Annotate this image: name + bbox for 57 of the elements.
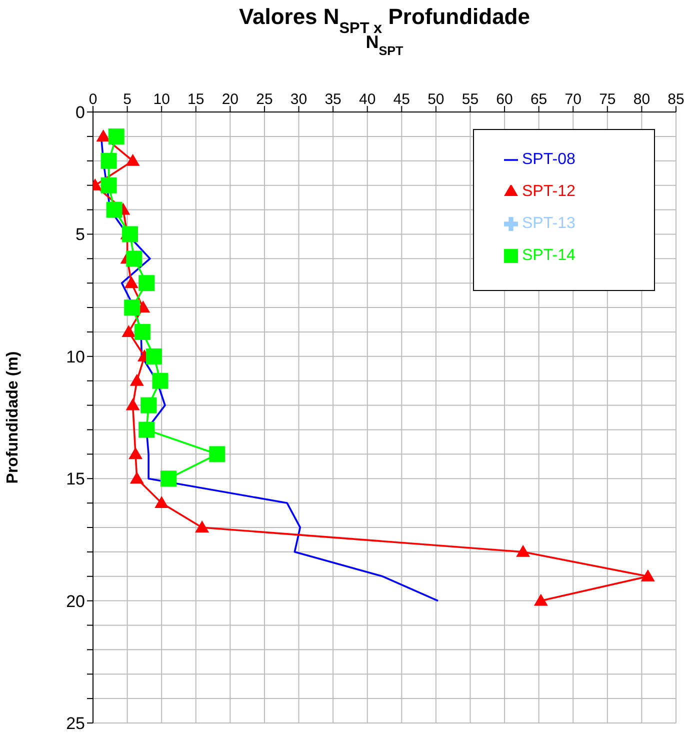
x-tick-label: 40 <box>359 91 376 108</box>
point <box>108 128 124 144</box>
legend-label: SPT-14 <box>522 247 576 264</box>
point <box>124 300 140 316</box>
y-tick-label: 10 <box>66 347 85 366</box>
point <box>130 374 144 386</box>
x-tick-label: 85 <box>668 91 684 108</box>
point <box>106 202 122 218</box>
legend-label: SPT-08 <box>522 151 576 168</box>
point <box>640 569 655 582</box>
y-tick-label: 0 <box>76 103 85 122</box>
point <box>126 154 140 166</box>
point <box>126 398 140 410</box>
point <box>124 276 138 288</box>
x-tick-label: 45 <box>393 91 410 108</box>
x-tick-label: 65 <box>530 91 548 108</box>
y-axis-title: Profundidade (m) <box>4 351 22 484</box>
x-tick-label: 60 <box>496 91 513 108</box>
point <box>138 275 154 292</box>
point <box>96 129 110 142</box>
x-tick-label: 30 <box>290 91 308 108</box>
point <box>100 152 117 169</box>
point <box>122 324 136 337</box>
x-tick-label: 10 <box>153 91 170 108</box>
point <box>160 470 176 487</box>
point <box>122 226 138 242</box>
x-tick-label: 20 <box>222 91 239 108</box>
y-tick-label: 5 <box>76 225 85 244</box>
point <box>516 544 530 557</box>
point <box>130 472 144 484</box>
x-tick-label: 80 <box>633 91 650 108</box>
x-tick-label: 70 <box>564 91 582 108</box>
point <box>126 250 142 267</box>
legend-label: SPT-12 <box>522 183 576 200</box>
point <box>146 348 162 364</box>
y-tick-label: 15 <box>66 470 85 489</box>
x-tick-label: 55 <box>462 91 479 108</box>
point <box>152 372 168 389</box>
point <box>140 397 157 414</box>
point <box>209 446 226 462</box>
y-tick-label: 25 <box>66 714 85 733</box>
x-tick-label: 35 <box>324 91 342 108</box>
point <box>138 422 154 438</box>
y-tick-label: 20 <box>66 592 85 611</box>
point <box>128 447 143 460</box>
x-tick-label: 0 <box>88 91 98 108</box>
x-tick-label: 5 <box>123 91 132 108</box>
point <box>195 520 210 532</box>
point <box>154 496 169 508</box>
point <box>100 177 117 194</box>
x-tick-label: 15 <box>188 91 204 108</box>
point <box>134 324 150 340</box>
x-tick-label: 25 <box>256 91 273 108</box>
point <box>534 594 548 606</box>
x-tick-label: 75 <box>599 91 616 108</box>
x-tick-label: 50 <box>428 91 444 108</box>
legend-label: SPT-13 <box>522 215 576 232</box>
